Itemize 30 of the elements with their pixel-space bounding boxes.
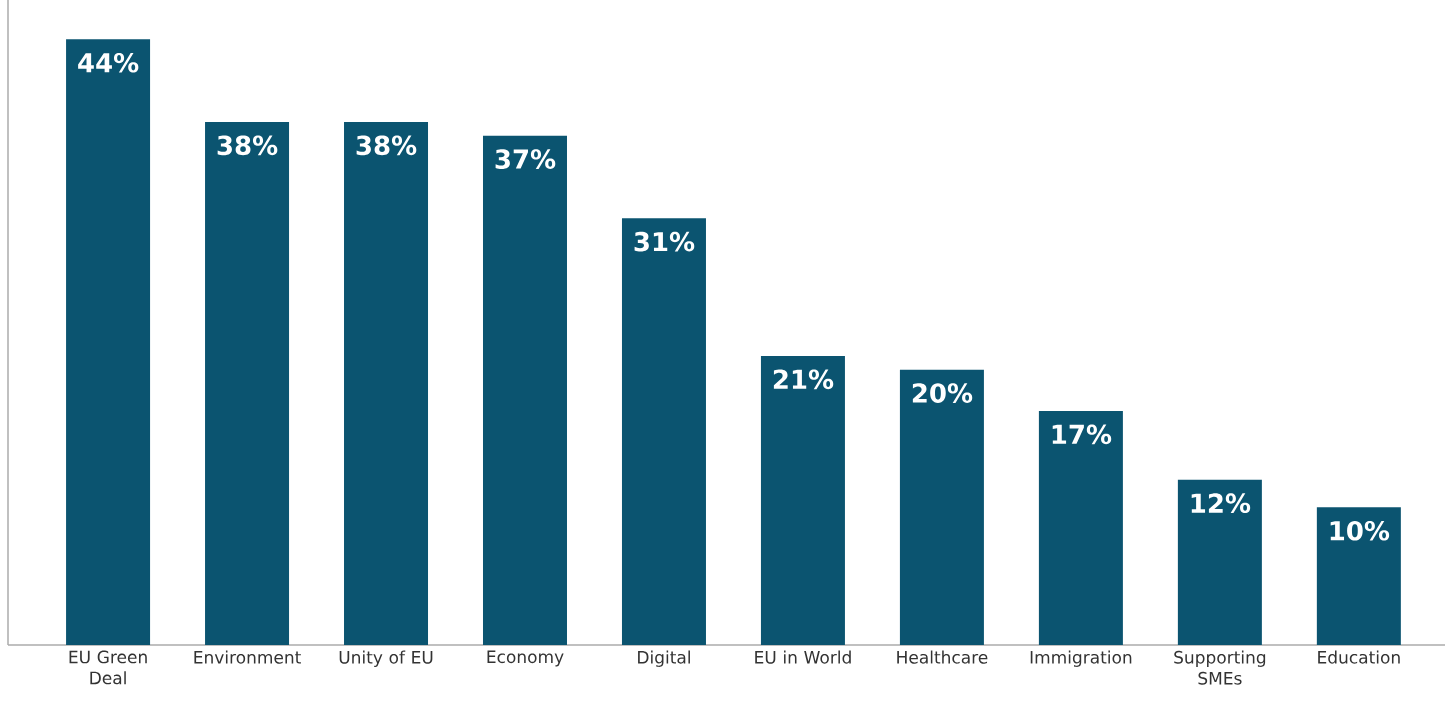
bar — [344, 121, 429, 645]
data-label: 17% — [1052, 424, 1112, 445]
x-tick-label: EU Green Deal — [69, 650, 147, 685]
bar — [760, 355, 845, 645]
x-tick-label: Unity of EU — [339, 650, 433, 667]
bar — [1038, 411, 1123, 645]
x-tick-label: Supporting SMEs — [1174, 650, 1266, 685]
data-label: 44% — [78, 52, 139, 73]
data-label: 12% — [1191, 493, 1251, 514]
x-tick-label: Environment — [194, 650, 301, 664]
x-tick-label: Education — [1318, 650, 1400, 664]
bar — [1177, 479, 1262, 645]
bar — [899, 369, 984, 645]
data-label: 37% — [495, 149, 556, 169]
bar — [621, 218, 706, 645]
x-tick-label: EU in World — [755, 650, 851, 664]
data-label: 31% — [634, 231, 695, 252]
data-label: 38% — [356, 135, 417, 156]
x-tick-label: Immigration — [1030, 650, 1132, 667]
data-label: 10% — [1330, 520, 1390, 541]
x-tick-label: Economy — [487, 650, 564, 667]
bar — [205, 121, 290, 645]
x-tick-label: Digital — [638, 650, 690, 667]
x-tick-label: Healthcare — [897, 650, 988, 664]
data-label: 38% — [217, 135, 278, 156]
data-label: 21% — [773, 369, 834, 390]
bar — [482, 135, 567, 645]
bar — [1316, 507, 1401, 645]
data-label: 20% — [912, 383, 973, 403]
bar — [66, 39, 151, 645]
